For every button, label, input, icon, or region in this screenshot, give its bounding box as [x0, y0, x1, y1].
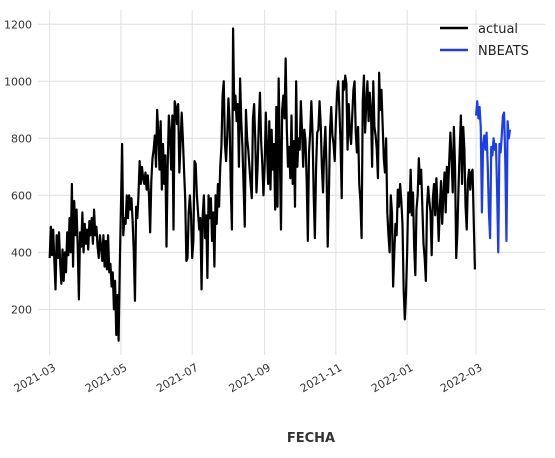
series-layer: [48, 27, 512, 342]
legend-label-actual: actual: [478, 22, 518, 37]
x-tick-label: 2022-01: [369, 361, 415, 395]
x-tick-label: 2021-03: [12, 361, 58, 395]
y-tick-label: 600: [11, 189, 32, 202]
legend: actual NBEATS: [440, 22, 529, 59]
x-tick-label: 2021-11: [298, 361, 344, 395]
x-tick-label: 2021-07: [154, 361, 200, 395]
y-gridlines: [38, 23, 545, 310]
x-gridlines: [49, 10, 477, 355]
x-tick-label: 2021-09: [227, 361, 273, 395]
x-tick-label: 2021-05: [83, 361, 129, 395]
y-tick-labels: 200 400 600 800 1000 1200: [4, 18, 32, 316]
y-tick-label: 1000: [4, 75, 32, 88]
x-tick-labels: 2021-03 2021-05 2021-07 2021-09 2021-11 2022-…: [12, 361, 485, 395]
series-line-actual: [48, 27, 477, 342]
x-tick-label: 2022-03: [438, 361, 484, 395]
legend-label-nbeats: NBEATS: [478, 44, 529, 59]
x-axis-label: FECHA: [287, 431, 335, 446]
y-tick-label: 400: [11, 246, 32, 259]
y-tick-label: 1200: [4, 18, 32, 31]
y-tick-label: 200: [11, 303, 32, 316]
y-tick-label: 800: [11, 132, 32, 145]
series-line-nbeats: [474, 100, 512, 254]
